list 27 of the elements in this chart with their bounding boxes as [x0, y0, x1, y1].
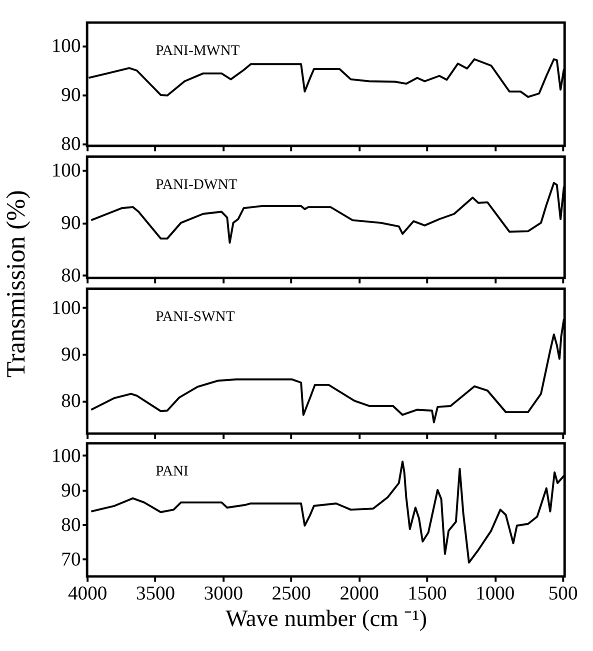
text: PANI-SWNT [156, 309, 235, 326]
y-tick-label: 80 [61, 391, 81, 412]
series-label: PANI-MWNT [156, 42, 240, 59]
y-tick-label: 100 [51, 446, 81, 467]
y-axis-title: Transmission (%) [0, 190, 30, 378]
x-tick-label: 500 [548, 583, 578, 604]
y-tick-label: 80 [61, 514, 81, 536]
x-tick-label: 3000 [204, 583, 244, 604]
x-tick-label: 1000 [476, 583, 515, 604]
y-tick-label: 100 [51, 36, 81, 57]
x-tick-label: 1500 [408, 583, 447, 604]
y-tick-label: 100 [51, 160, 81, 182]
x-tick-label: 4000 [68, 583, 108, 604]
y-tick-label: 100 [51, 298, 81, 319]
series-label: PANI [156, 464, 189, 480]
y-tick-label: 70 [61, 549, 81, 570]
y-tick-label: 90 [61, 480, 81, 502]
x-axis-title: Wave number (cm ⁻¹) [226, 606, 428, 632]
x-tick-label: 3500 [136, 583, 176, 604]
y-tick-label: 80 [61, 134, 81, 155]
series-label: PANI-DWNT [156, 176, 238, 193]
x-tick-label: 2500 [272, 583, 312, 604]
x-tick-label: 2000 [340, 583, 380, 604]
y-tick-label: 80 [61, 266, 81, 287]
y-tick-label: 90 [61, 84, 81, 106]
y-tick-label: 90 [61, 213, 81, 234]
y-tick-label: 90 [61, 344, 81, 366]
